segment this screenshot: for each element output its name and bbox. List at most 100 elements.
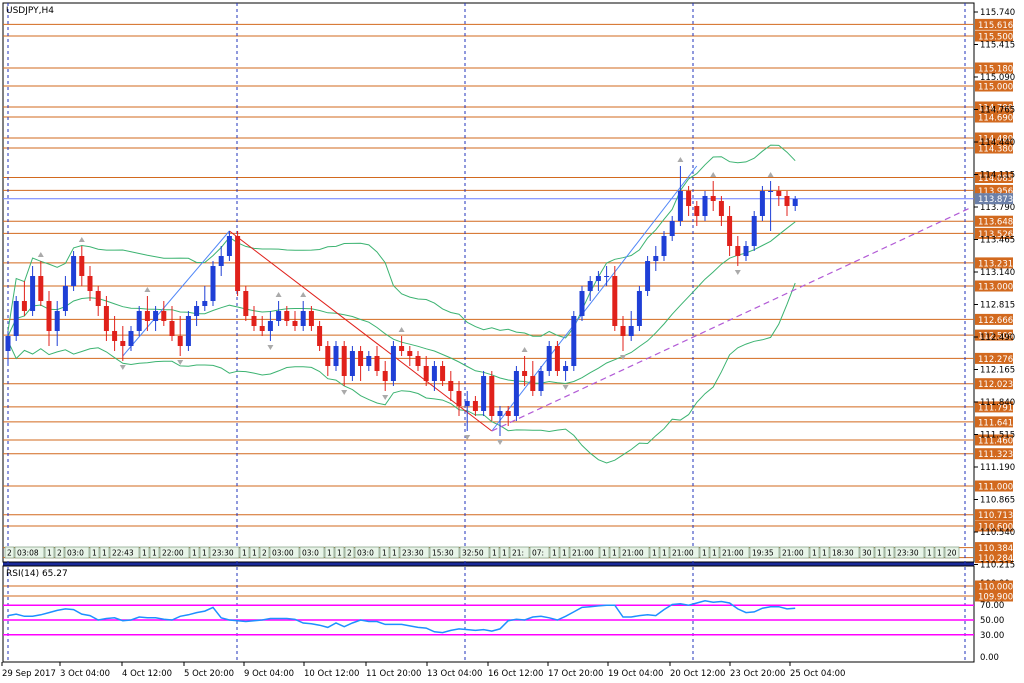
candle-body xyxy=(325,346,331,366)
price-tick-label: 111.190 xyxy=(980,463,1015,473)
event-tag-label: 1 xyxy=(662,549,667,558)
candle-body xyxy=(79,256,85,276)
candle-body xyxy=(71,256,77,286)
time-axis-label: 16 Oct 12:00 xyxy=(488,669,543,679)
candle-body xyxy=(144,311,150,321)
event-tag-label: 1 xyxy=(337,549,342,558)
candle-body xyxy=(341,346,347,376)
level-tag xyxy=(975,215,1013,227)
candle-body xyxy=(538,371,544,391)
time-axis-label: 23 Oct 20:00 xyxy=(730,669,785,679)
event-tag-label: 1 xyxy=(102,549,107,558)
time-axis-label: 10 Oct 12:00 xyxy=(304,669,359,679)
candle-body xyxy=(751,216,757,246)
candle-body xyxy=(95,291,101,306)
candle-body xyxy=(276,311,282,321)
level-tag xyxy=(975,18,1013,30)
event-tag xyxy=(99,546,110,559)
event-tag xyxy=(14,546,45,559)
event-tag-label: 1 xyxy=(92,549,97,558)
candle-body xyxy=(349,351,355,376)
level-tag xyxy=(975,416,1013,428)
candle-body xyxy=(259,326,265,331)
fractal-down-marker xyxy=(464,435,471,440)
event-tag xyxy=(489,546,500,559)
fractal-up-marker xyxy=(710,172,717,177)
level-tag xyxy=(975,257,1013,269)
level-label: 111.791 xyxy=(978,403,1013,413)
candle-body xyxy=(464,401,470,406)
event-tag-label: 1 xyxy=(552,549,557,558)
event-tag-label: 1 xyxy=(812,549,817,558)
event-tag-label: 1 xyxy=(927,549,932,558)
event-tag-label: 21:00 xyxy=(672,549,694,558)
candle-body xyxy=(390,346,396,381)
price-tick-label: 114.115 xyxy=(980,171,1015,181)
candle-body xyxy=(54,311,60,331)
uptrend-line xyxy=(122,230,230,357)
fractal-up-marker xyxy=(78,237,85,242)
level-label: 110.600 xyxy=(978,523,1013,533)
candle-body xyxy=(497,411,503,416)
rsi-line xyxy=(7,600,796,634)
event-tag-label: 1 xyxy=(702,549,707,558)
event-tag xyxy=(299,546,325,559)
event-tag-label: 23:30 xyxy=(212,549,234,558)
candle-body xyxy=(505,411,511,416)
event-tag-label: 1 xyxy=(152,549,157,558)
candle-body xyxy=(702,196,708,216)
candle-body xyxy=(653,256,659,261)
candle-body xyxy=(456,391,462,406)
event-tag-label: 03:0 xyxy=(357,549,374,558)
event-tag-label: 20 xyxy=(947,549,957,558)
candle-body xyxy=(62,286,68,311)
candle-body xyxy=(21,301,27,311)
candle-body xyxy=(792,199,798,206)
candle-body xyxy=(382,371,388,381)
fractal-down-marker xyxy=(497,440,503,445)
level-label: 112.276 xyxy=(978,355,1013,365)
price-tick-label: 111.840 xyxy=(980,398,1015,408)
level-tag xyxy=(975,142,1013,154)
price-plot-frame xyxy=(2,2,975,563)
rsi-tick-label: 70.00 xyxy=(980,601,1004,611)
candle-body xyxy=(686,191,692,206)
event-tag-label: 1 xyxy=(887,549,892,558)
event-tag xyxy=(944,546,960,559)
candle-body xyxy=(267,321,273,331)
candle-body xyxy=(136,311,142,331)
candle-body xyxy=(563,366,569,371)
level-label: 112.509 xyxy=(978,332,1013,342)
candle-body xyxy=(776,191,782,196)
candle-body xyxy=(612,276,618,326)
event-tag-label: 1 xyxy=(712,549,717,558)
level-label: 114.790 xyxy=(978,104,1013,114)
candle-body xyxy=(243,291,249,316)
event-tag xyxy=(669,546,700,559)
fractal-up-marker xyxy=(300,292,307,297)
level-tag xyxy=(975,30,1013,42)
event-tag xyxy=(334,546,345,559)
price-tick-label: 110.540 xyxy=(980,528,1015,538)
event-tag-label: 22:43 xyxy=(112,549,134,558)
event-tag-label: 23:30 xyxy=(897,549,919,558)
event-tag xyxy=(4,546,15,559)
fractal-up-marker xyxy=(398,327,405,332)
candle-body xyxy=(448,381,454,391)
candle-body xyxy=(513,371,519,416)
candle-body xyxy=(185,316,191,346)
candle-body xyxy=(415,356,421,366)
level-label: 113.000 xyxy=(978,283,1013,293)
candle-body xyxy=(169,321,175,336)
level-tag xyxy=(975,101,1013,113)
time-axis-label: 13 Oct 04:00 xyxy=(427,669,482,679)
candle-body xyxy=(743,246,749,256)
event-tag-label: 1 xyxy=(822,549,827,558)
event-tag xyxy=(829,546,860,559)
candle-body xyxy=(194,306,200,316)
price-tick-label: 111.515 xyxy=(980,431,1015,441)
candle-body xyxy=(38,276,44,301)
fractal-up-marker xyxy=(521,347,528,352)
candle-body xyxy=(399,346,405,351)
level-tag xyxy=(975,111,1013,123)
